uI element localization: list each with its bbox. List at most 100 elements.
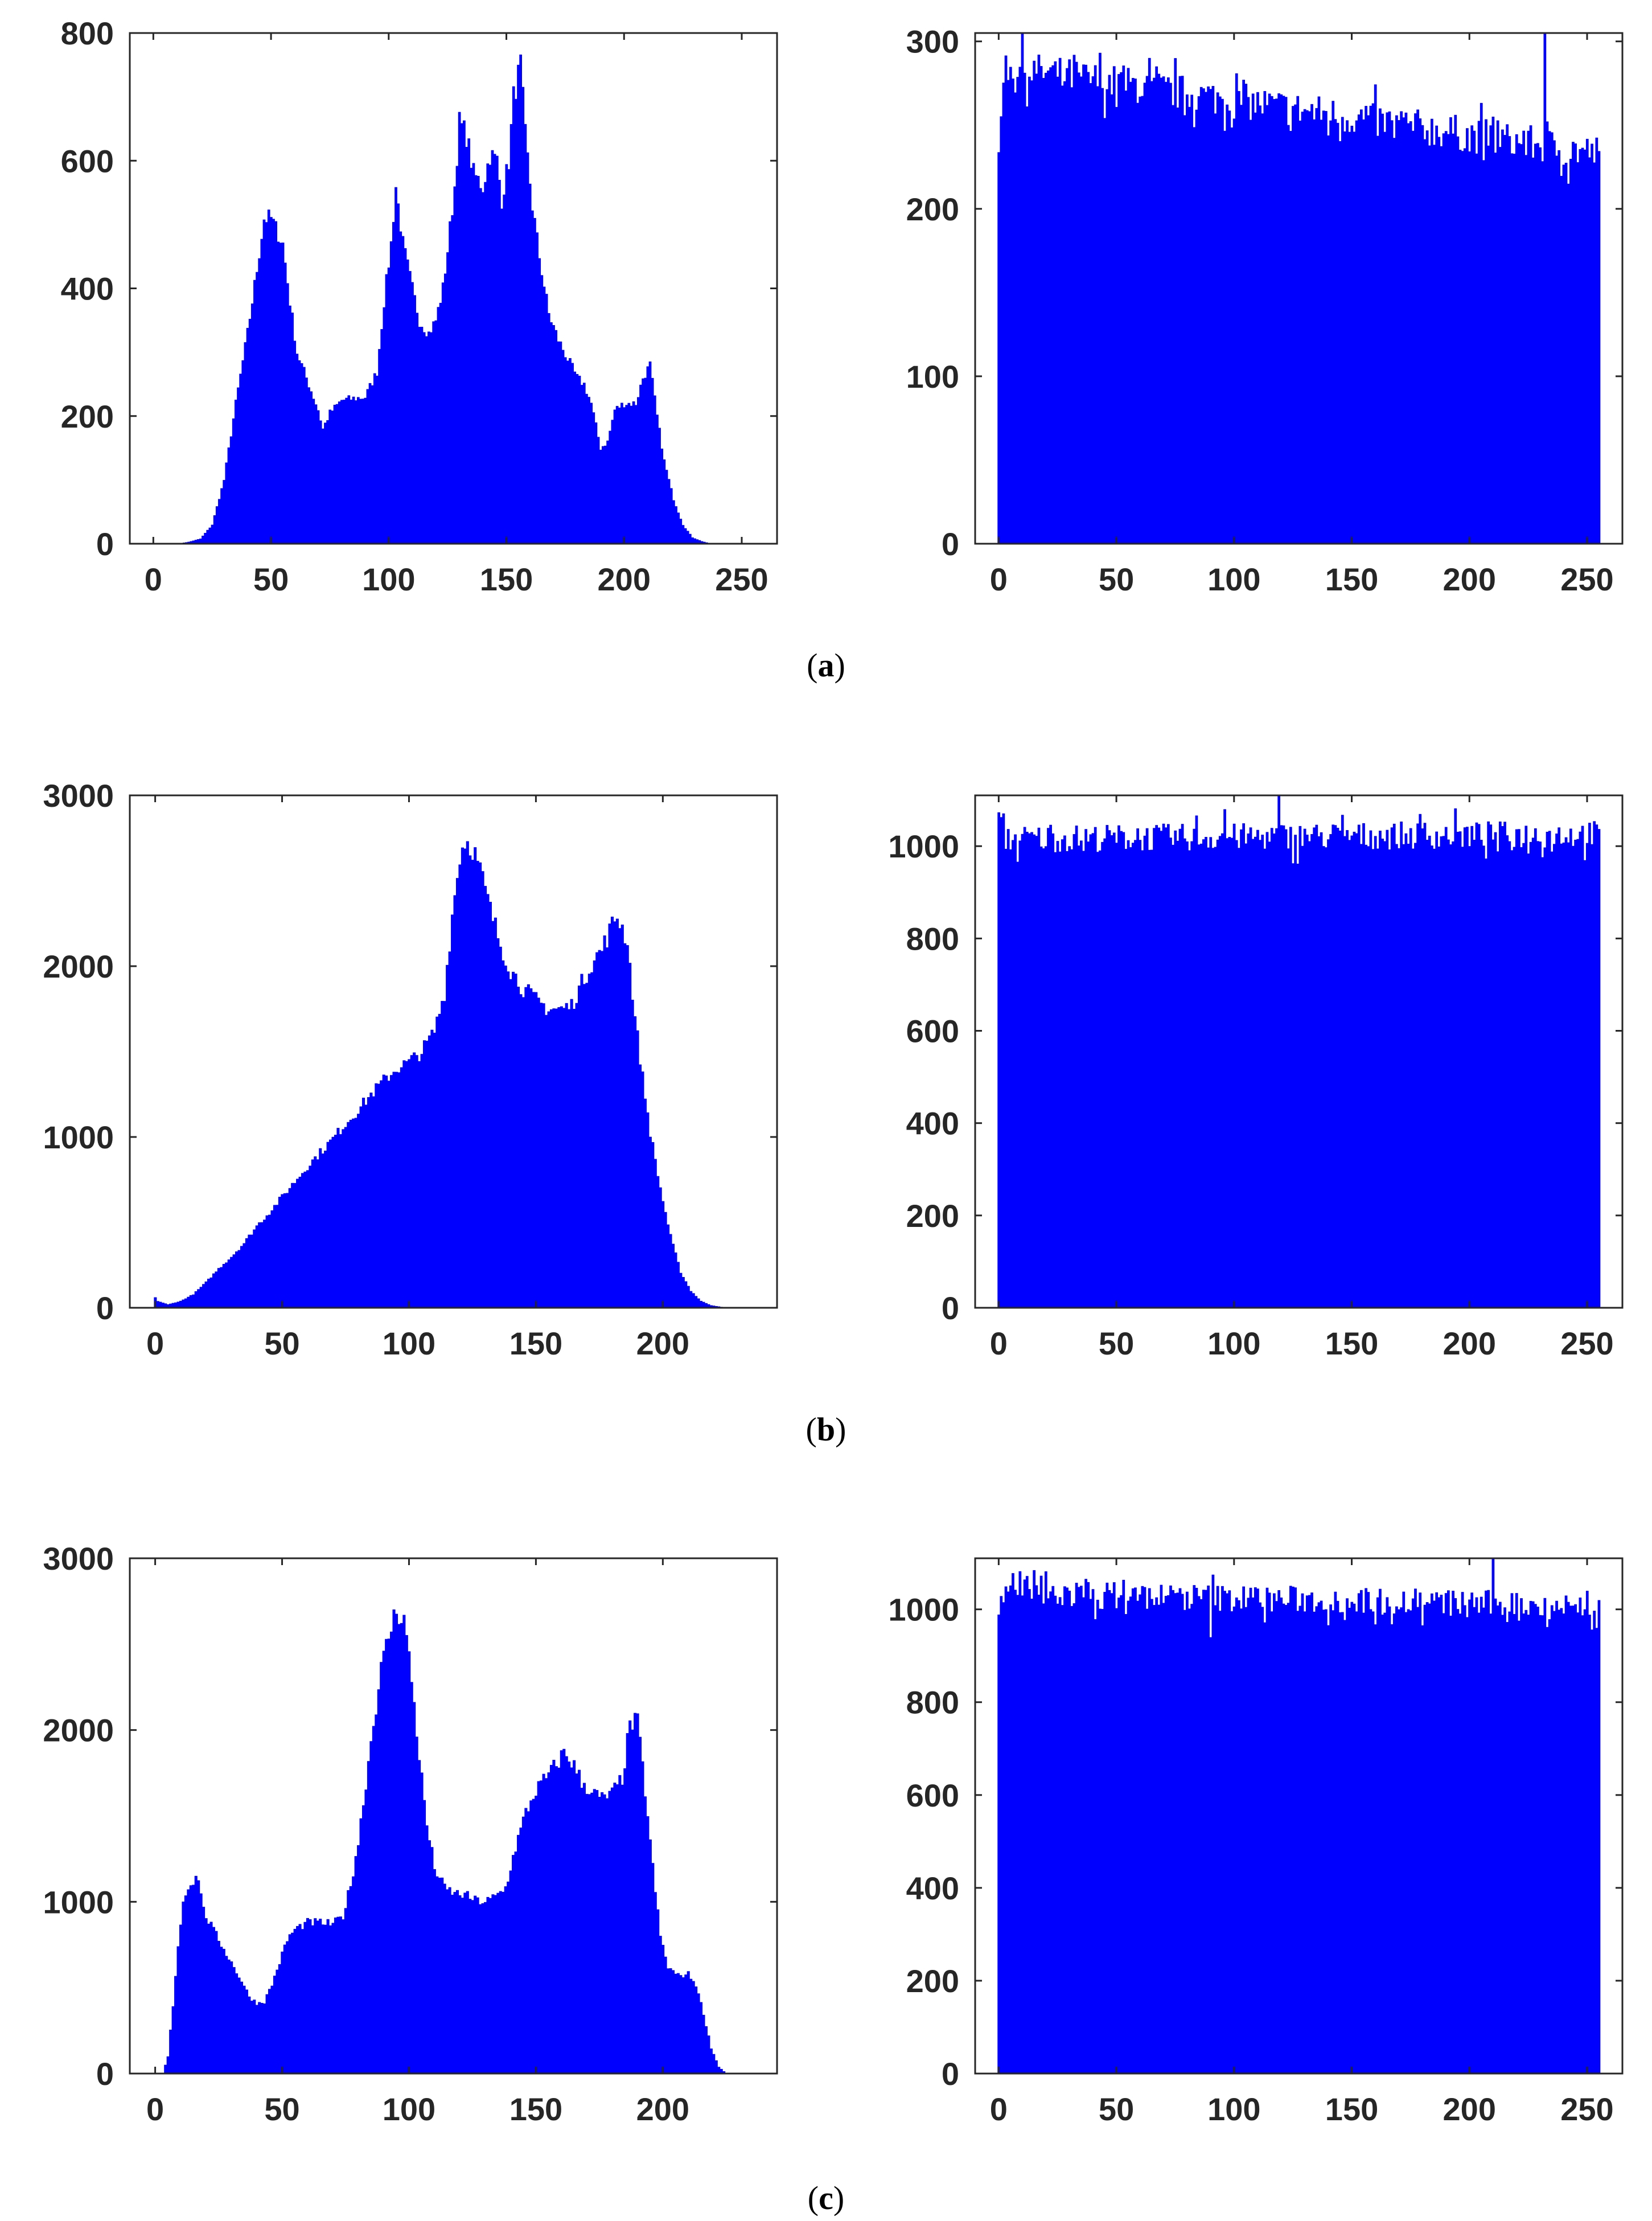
histogram-bar — [1280, 825, 1283, 1308]
histogram-bar — [390, 1631, 393, 2074]
histogram-bar — [364, 1105, 368, 1308]
histogram-bar — [1181, 824, 1184, 1308]
histogram-bar — [1381, 113, 1384, 544]
histogram-bar — [1261, 835, 1264, 1308]
histogram-bar — [1091, 1589, 1095, 2074]
histogram-bar — [481, 1903, 484, 2074]
histogram-bar — [1199, 1599, 1203, 2074]
histogram-bar — [253, 280, 256, 544]
histogram-bar — [1518, 143, 1521, 544]
histogram-bar — [519, 1828, 523, 2074]
histogram-bar — [1419, 1592, 1422, 2074]
histogram-bar — [359, 399, 362, 544]
histogram-bar — [373, 373, 376, 544]
plot-frame — [974, 1557, 1624, 2075]
histogram-bar — [321, 428, 324, 544]
histogram-bar — [1446, 839, 1450, 1308]
histogram-bar — [1539, 1615, 1542, 2074]
histogram-bar — [171, 1303, 175, 1308]
histogram-bar — [392, 221, 395, 544]
histogram-bar — [1527, 1615, 1530, 2074]
histogram-bar — [1228, 837, 1231, 1308]
histogram-bar — [453, 186, 457, 544]
histogram-bar — [709, 2048, 713, 2074]
histogram-bar — [646, 366, 650, 544]
histogram-bar — [1411, 130, 1415, 544]
histogram-bar — [367, 1097, 370, 1308]
histogram-bar — [1593, 162, 1596, 544]
histogram-bar — [1054, 61, 1057, 544]
histogram-bar — [262, 219, 266, 544]
histogram-bar — [585, 983, 589, 1308]
x-tick-label: 0 — [146, 1325, 164, 1361]
histogram-bar — [215, 506, 219, 544]
x-tick-label: 250 — [715, 561, 768, 597]
histogram-bar — [1360, 844, 1363, 1308]
histogram-bar — [291, 313, 294, 544]
histogram-bar — [620, 403, 623, 544]
histogram-bar — [159, 1302, 162, 1308]
histogram-bar — [502, 1891, 505, 2074]
histogram-bar — [334, 1135, 337, 1308]
histogram-bars — [164, 1609, 726, 2074]
y-tick-label: 200 — [61, 399, 114, 434]
histogram-bar — [361, 399, 364, 544]
histogram-bar — [1122, 1579, 1125, 2074]
histogram-bar — [1051, 833, 1055, 1308]
histogram-bar — [235, 1251, 239, 1308]
histogram-bar — [494, 917, 497, 1308]
histogram-bar — [1035, 836, 1038, 1308]
histogram-bar — [1127, 840, 1130, 1308]
histogram-bar — [1218, 96, 1222, 544]
histogram-bar — [1576, 1612, 1580, 2074]
histogram-bar — [380, 1080, 383, 1308]
histogram-bar — [1534, 1604, 1537, 2074]
histogram-bar — [380, 1662, 383, 2074]
histogram-bar — [1063, 835, 1066, 1308]
histogram-bar — [301, 1173, 305, 1308]
histogram-bar — [540, 275, 544, 544]
histogram-bar — [1419, 118, 1422, 544]
histogram-bar — [1496, 851, 1499, 1308]
histogram-bar — [223, 480, 226, 544]
histogram-bar — [1068, 59, 1071, 544]
histogram-bar — [347, 1890, 350, 2074]
histogram-bar — [274, 221, 277, 544]
histogram-bar — [1021, 834, 1024, 1308]
histogram-bar — [410, 1682, 413, 2074]
histogram-bar — [1548, 1619, 1551, 2074]
histogram-bar — [1115, 106, 1118, 544]
histogram-bar — [573, 1760, 576, 2074]
histogram-bar — [661, 1201, 665, 1308]
histogram-bar — [1574, 143, 1577, 544]
histogram-bar — [582, 383, 586, 544]
histogram-bar — [334, 1917, 337, 2074]
histogram-bar — [451, 914, 454, 1308]
histogram-bar — [1101, 88, 1104, 544]
histogram-bar — [1315, 824, 1318, 1308]
histogram-bar — [1381, 839, 1384, 1308]
histogram-bar — [455, 166, 459, 544]
histogram-bar — [339, 1134, 342, 1308]
histogram-bar — [1002, 813, 1005, 1308]
x-tick-label: 250 — [1560, 2091, 1613, 2127]
histogram-bar — [681, 1977, 685, 2074]
histogram-bar — [286, 283, 289, 544]
histogram-bar — [1061, 85, 1064, 544]
histogram-bar — [369, 1093, 373, 1308]
histogram-bar — [1468, 846, 1471, 1308]
histogram-bar — [1061, 839, 1064, 1308]
histogram-bar — [1106, 825, 1109, 1308]
histogram-bar — [278, 1197, 281, 1308]
histogram-bar — [234, 400, 237, 544]
histogram-bar — [410, 1055, 413, 1308]
histogram-bar — [1470, 826, 1474, 1308]
y-tick-label: 0 — [96, 2056, 114, 2092]
histogram-bar — [543, 286, 546, 544]
histogram-bar — [1597, 1600, 1601, 2074]
histogram-bar — [1433, 145, 1436, 544]
histogram-bar — [298, 1924, 302, 2074]
histogram-bar — [638, 1736, 642, 2074]
histogram-bar — [623, 407, 626, 544]
